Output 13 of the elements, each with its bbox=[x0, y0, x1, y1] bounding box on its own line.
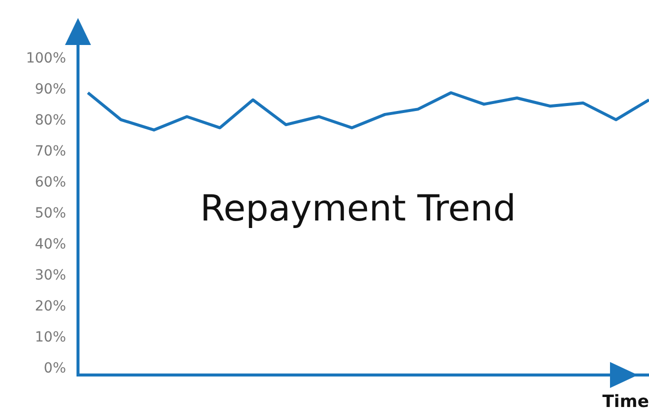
y-tick-label: 60% bbox=[34, 174, 66, 190]
y-tick-label: 40% bbox=[34, 236, 66, 252]
y-tick-label: 10% bbox=[34, 329, 66, 346]
y-tick-label: 70% bbox=[34, 143, 66, 160]
text: Repayment Trend bbox=[200, 188, 516, 230]
y-tick-label: 50% bbox=[34, 205, 66, 222]
y-tick-label: 90% bbox=[34, 81, 66, 98]
x-axis-title: Time bbox=[602, 392, 649, 412]
y-tick-label: 20% bbox=[34, 298, 66, 314]
y-tick-label: 0% bbox=[44, 360, 66, 376]
y-tick-label: 80% bbox=[34, 112, 66, 128]
y-tick-label: 100% bbox=[26, 50, 66, 66]
y-tick-label: 30% bbox=[34, 267, 66, 284]
